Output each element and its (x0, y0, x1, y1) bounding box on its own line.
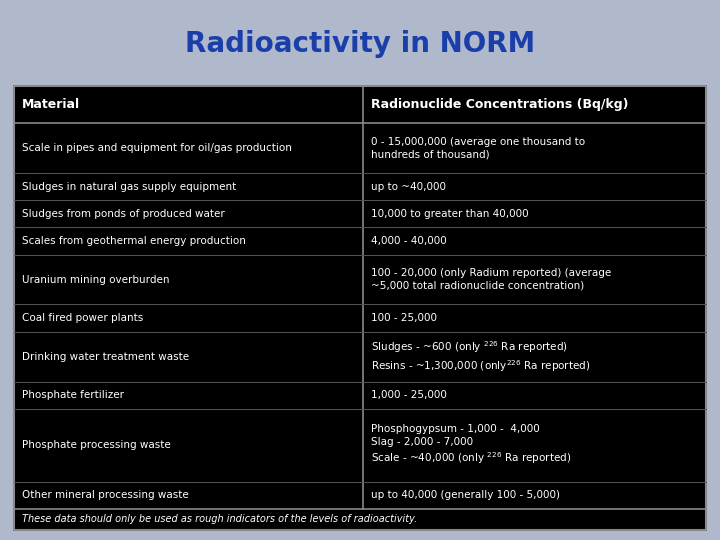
Text: Radioactivity in NORM: Radioactivity in NORM (185, 30, 535, 58)
Text: Material: Material (22, 98, 80, 111)
Text: 0 - 15,000,000 (average one thousand to
hundreds of thousand): 0 - 15,000,000 (average one thousand to … (371, 137, 585, 159)
Text: 4,000 - 40,000: 4,000 - 40,000 (371, 236, 446, 246)
Text: Sludges - ~600 (only $^{226}$ Ra reported)
Resins - ~1,300,000 (only$^{226}$ Ra : Sludges - ~600 (only $^{226}$ Ra reporte… (371, 339, 590, 374)
Text: Radionuclide Concentrations (Bq/kg): Radionuclide Concentrations (Bq/kg) (371, 98, 628, 111)
Text: up to ~40,000: up to ~40,000 (371, 181, 446, 192)
Text: Uranium mining overburden: Uranium mining overburden (22, 274, 169, 285)
Text: Coal fired power plants: Coal fired power plants (22, 313, 143, 323)
Text: Other mineral processing waste: Other mineral processing waste (22, 490, 189, 500)
Text: Sludges in natural gas supply equipment: Sludges in natural gas supply equipment (22, 181, 236, 192)
Text: up to 40,000 (generally 100 - 5,000): up to 40,000 (generally 100 - 5,000) (371, 490, 559, 500)
Text: 100 - 20,000 (only Radium reported) (average
~5,000 total radionuclide concentra: 100 - 20,000 (only Radium reported) (ave… (371, 268, 611, 291)
Text: 100 - 25,000: 100 - 25,000 (371, 313, 436, 323)
Text: Phosphate fertilizer: Phosphate fertilizer (22, 390, 124, 400)
Text: Phosphogypsum - 1,000 -  4,000
Slag - 2,000 - 7,000
Scale - ~40,000 (only $^{226: Phosphogypsum - 1,000 - 4,000 Slag - 2,0… (371, 424, 571, 466)
Text: 10,000 to greater than 40,000: 10,000 to greater than 40,000 (371, 209, 528, 219)
Bar (14, 86, 706, 530)
Text: 1,000 - 25,000: 1,000 - 25,000 (371, 390, 446, 400)
Text: Scales from geothermal energy production: Scales from geothermal energy production (22, 236, 246, 246)
Text: Scale in pipes and equipment for oil/gas production: Scale in pipes and equipment for oil/gas… (22, 143, 292, 153)
Text: Drinking water treatment waste: Drinking water treatment waste (22, 352, 189, 362)
Text: Sludges from ponds of produced water: Sludges from ponds of produced water (22, 209, 225, 219)
Text: These data should only be used as rough indicators of the levels of radioactivit: These data should only be used as rough … (22, 515, 417, 524)
Text: Phosphate processing waste: Phosphate processing waste (22, 440, 171, 450)
